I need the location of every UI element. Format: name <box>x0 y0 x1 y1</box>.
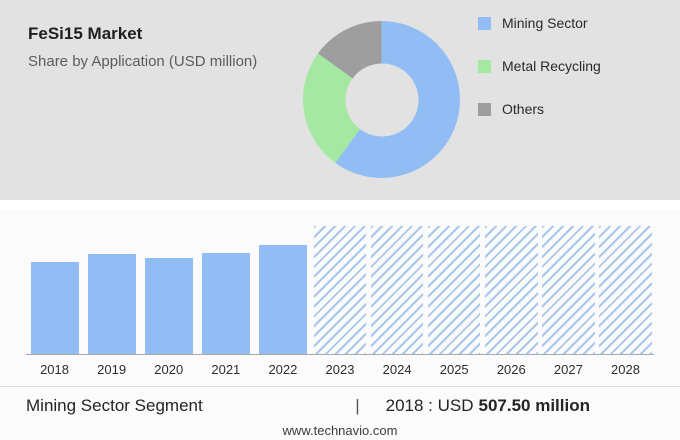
legend-swatch-icon <box>478 102 491 116</box>
forecast-hatch-bar <box>313 226 367 354</box>
history-bar <box>258 245 307 354</box>
bar-column <box>426 226 483 354</box>
bar-column <box>140 226 197 354</box>
page-title: FeSi15 Market <box>28 24 143 43</box>
bar-column <box>197 226 254 354</box>
bar-chart: 2018 2019 2020 2021 2022 2023 2024 2025 2026 2027… <box>0 210 680 386</box>
bar-column <box>597 226 654 354</box>
bar-column <box>254 226 311 354</box>
bar-column <box>369 226 426 354</box>
year-label: 2019 <box>97 362 127 377</box>
bar-column <box>311 226 368 354</box>
footer: Mining Sector Segment | 2018 : USD 507.5… <box>0 386 680 416</box>
value-text: 2018 : USD 507.50 million <box>386 396 590 416</box>
legend-label: Metal Recycling <box>502 58 601 74</box>
legend-label: Others <box>502 101 545 117</box>
page-subtitle: Share by Application (USD million) <box>28 53 258 70</box>
bar-column <box>26 226 83 354</box>
donut-hole <box>345 63 418 136</box>
history-bar <box>144 258 193 354</box>
year-label: 2022 <box>268 362 298 377</box>
legend-swatch-icon <box>478 59 491 73</box>
year-label: 2021 <box>211 362 241 377</box>
year-label: 2020 <box>154 362 184 377</box>
year-label: 2028 <box>611 362 640 377</box>
forecast-hatch-bar <box>427 226 481 354</box>
plot-area <box>26 226 654 355</box>
segment-label: Mining Sector Segment <box>26 396 203 415</box>
forecast-hatch-bar <box>542 226 595 354</box>
forecast-hatch-bar <box>370 226 424 354</box>
bar-column <box>483 226 540 354</box>
history-bar <box>201 252 250 354</box>
year-label: 2018 <box>40 362 69 377</box>
year-label: 2027 <box>553 362 583 377</box>
year-label: 2023 <box>325 362 355 377</box>
legend-item: Mining Sector <box>478 15 601 31</box>
year-label: 2024 <box>382 362 412 377</box>
value-bold: 507.50 million <box>478 396 591 415</box>
year-label: 2025 <box>439 362 469 377</box>
forecast-hatch-bar <box>485 226 538 354</box>
value-prefix: 2018 : USD <box>385 396 474 415</box>
legend: Mining Sector Metal Recycling Others <box>478 15 601 117</box>
bar-chart-panel: 2018 2019 2020 2021 2022 2023 2024 2025 2026 2027… <box>0 210 680 440</box>
title-block: FeSi15 Market Share by Application (USD … <box>28 24 257 70</box>
footer-separator: | <box>355 396 360 415</box>
legend-swatch-icon <box>478 16 491 30</box>
legend-label: Mining Sector <box>502 15 588 31</box>
history-bar <box>87 254 136 354</box>
summary-panel: FeSi15 Market Share by Application (USD … <box>0 0 680 200</box>
donut-chart <box>303 21 460 178</box>
legend-item: Metal Recycling <box>478 58 601 74</box>
forecast-hatch-bar <box>599 226 652 354</box>
bar-column <box>540 226 597 354</box>
axis-labels: 2018 2019 2020 2021 2022 2023 2024 2025 2026 2027… <box>26 355 654 386</box>
legend-item: Others <box>478 101 601 117</box>
history-bar <box>30 261 79 354</box>
year-label: 2026 <box>496 362 526 377</box>
website-link[interactable]: www.technavio.com <box>282 423 398 438</box>
bar-column <box>83 226 140 354</box>
